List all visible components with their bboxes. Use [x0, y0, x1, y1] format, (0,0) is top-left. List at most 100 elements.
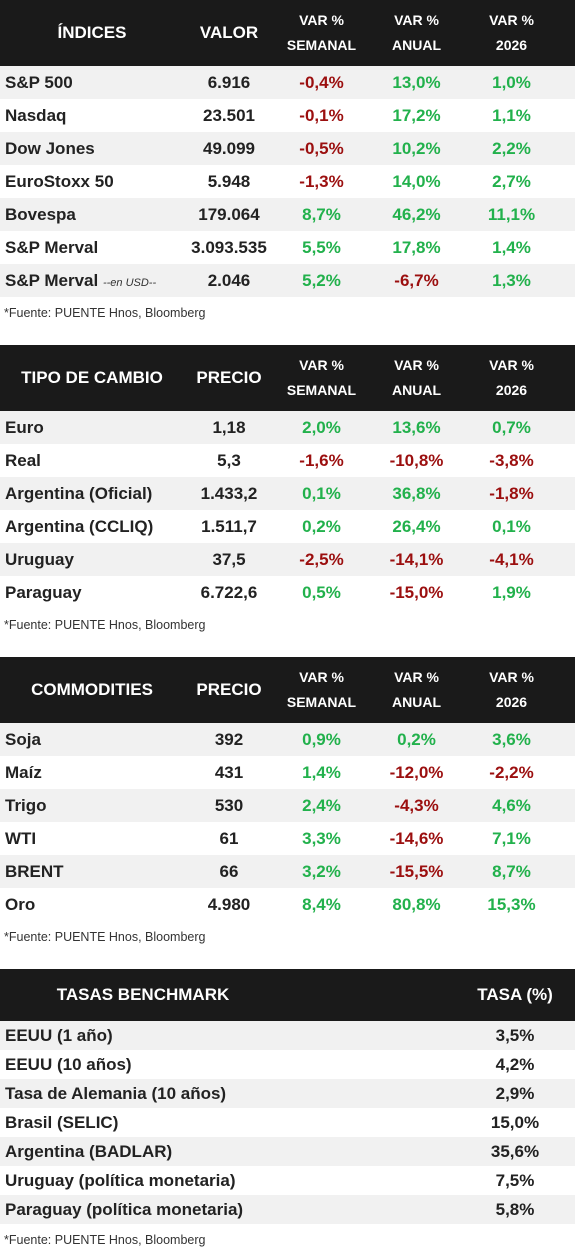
row-weekly: -0,5% [299, 138, 344, 158]
table-row: Uruguay 37,5 -2,5% -14,1% -4,1% [0, 543, 575, 576]
row-value: 23.501 [203, 105, 255, 125]
table-row: Trigo 530 2,4% -4,3% 4,6% [0, 789, 575, 822]
row-value: 1,18 [212, 417, 246, 437]
row-label: WTI [5, 828, 37, 848]
row-weekly: 5,5% [302, 237, 341, 257]
row-value: 5.948 [207, 171, 251, 191]
table-row: Soja 392 0,9% 0,2% 3,6% [0, 723, 575, 756]
row-annual: 0,2% [397, 729, 436, 749]
row-annual: -15,0% [389, 582, 444, 602]
indices-table: ÍNDICES VALOR VAR % SEMANAL VAR % ANUAL VA… [0, 0, 575, 329]
row-value: 4.980 [207, 894, 251, 914]
row-ytd: 7,1% [492, 828, 531, 848]
row-weekly: -2,5% [299, 549, 344, 569]
row-value: 35,6% [490, 1141, 540, 1161]
row-value: 1.433,2 [200, 483, 258, 503]
table-row: S&P Merval --en USD-- 2.046 5,2% -6,7% 1,3% [0, 264, 575, 297]
row-ytd: 8,7% [492, 861, 531, 881]
row-weekly: 2,0% [302, 417, 341, 437]
row-weekly: 5,2% [302, 270, 341, 290]
table-row: Argentina (Oficial) 1.433,2 0,1% 36,8% -1,8% [0, 477, 575, 510]
row-ytd: 1,0% [492, 72, 531, 92]
source-note: *Fuente: PUENTE Hnos, Bloomberg [4, 930, 206, 944]
row-value: 431 [214, 762, 244, 782]
header-annual: VAR % ANUAL [392, 357, 441, 398]
row-ytd: 15,3% [487, 894, 536, 914]
table-row: Argentina (BADLAR) 35,6% [0, 1137, 575, 1166]
row-value: 2,9% [495, 1083, 535, 1103]
header-ytd: VAR % 2026 [489, 669, 534, 710]
row-weekly: 0,1% [302, 483, 341, 503]
header-name: COMMODITIES [31, 680, 153, 699]
row-value: 6.722,6 [200, 582, 258, 602]
row-label: EEUU (1 año) [5, 1025, 113, 1045]
row-weekly: 3,3% [302, 828, 341, 848]
row-label: Tasa de Alemania (10 años) [5, 1083, 227, 1103]
rates-header: TASAS BENCHMARK TASA (%) [0, 969, 575, 1021]
row-ytd: 1,1% [492, 105, 531, 125]
table-row: Dow Jones 49.099 -0,5% 10,2% 2,2% [0, 132, 575, 165]
commodities-header: COMMODITIES PRECIO VAR % SEMANAL VAR % ANU… [0, 657, 575, 723]
table-row: EuroStoxx 50 5.948 -1,3% 14,0% 2,7% [0, 165, 575, 198]
header-value: PRECIO [196, 680, 262, 699]
row-ytd: 0,7% [492, 417, 531, 437]
row-weekly: 8,4% [302, 894, 341, 914]
row-label: Argentina (BADLAR) [5, 1141, 173, 1161]
header-ytd: VAR % 2026 [489, 357, 534, 398]
row-annual: -12,0% [389, 762, 444, 782]
header-value: PRECIO [196, 368, 262, 387]
row-annual: 26,4% [392, 516, 441, 536]
rates-table: TASAS BENCHMARK TASA (%) EEUU (1 año) 3,5… [0, 969, 575, 1256]
row-annual: 10,2% [392, 138, 441, 158]
row-annual: -14,1% [389, 549, 444, 569]
table-row: Uruguay (política monetaria) 7,5% [0, 1166, 575, 1195]
row-label: EuroStoxx 50 [5, 171, 114, 191]
row-label: Real [5, 450, 41, 470]
row-annual: 13,6% [392, 417, 441, 437]
table-row: Maíz 431 1,4% -12,0% -2,2% [0, 756, 575, 789]
row-label: S&P 500 [5, 72, 73, 92]
table-row: Paraguay 6.722,6 0,5% -15,0% 1,9% [0, 576, 575, 609]
row-value: 1.511,7 [201, 516, 257, 536]
row-value: 5,8% [495, 1199, 535, 1219]
row-ytd: -1,8% [489, 483, 534, 503]
row-weekly: 2,4% [302, 795, 341, 815]
row-ytd: 3,6% [492, 729, 531, 749]
row-value: 37,5 [212, 549, 246, 569]
row-value: 66 [219, 861, 239, 881]
row-value: 4,2% [495, 1054, 535, 1074]
row-value: 179.064 [198, 204, 260, 224]
row-label: Argentina (Oficial) [5, 483, 153, 503]
row-annual: 46,2% [392, 204, 441, 224]
row-label: BRENT [5, 861, 64, 881]
row-ytd: 0,1% [492, 516, 531, 536]
fx-header: TIPO DE CAMBIO PRECIO VAR % SEMANAL VAR %… [0, 345, 575, 411]
row-ytd: -4,1% [489, 549, 534, 569]
table-row: S&P Merval 3.093.535 5,5% 17,8% 1,4% [0, 231, 575, 264]
row-weekly: 1,4% [302, 762, 341, 782]
row-label: Uruguay (política monetaria) [5, 1170, 236, 1190]
row-ytd: 2,2% [492, 138, 531, 158]
row-ytd: -2,2% [489, 762, 534, 782]
row-ytd: 1,3% [492, 270, 531, 290]
row-label: Dow Jones [5, 138, 95, 158]
row-value: 3,5% [495, 1025, 535, 1045]
row-label: S&P Merval [5, 237, 99, 257]
row-weekly: -1,3% [299, 171, 344, 191]
row-value: 5,3 [217, 450, 241, 470]
source-note: *Fuente: PUENTE Hnos, Bloomberg [4, 306, 206, 320]
fx-table: TIPO DE CAMBIO PRECIO VAR % SEMANAL VAR %… [0, 345, 575, 641]
row-annual: 36,8% [392, 483, 441, 503]
row-annual: 17,8% [392, 237, 441, 257]
row-annual: 13,0% [392, 72, 441, 92]
row-weekly: -0,4% [299, 72, 344, 92]
table-row: EEUU (10 años) 4,2% [0, 1050, 575, 1079]
row-label: Trigo [5, 795, 47, 815]
header-annual: VAR % ANUAL [392, 669, 441, 710]
row-annual: -6,7% [394, 270, 439, 290]
row-value: 7,5% [495, 1170, 535, 1190]
table-row: Brasil (SELIC) 15,0% [0, 1108, 575, 1137]
table-row: Paraguay (política monetaria) 5,8% [0, 1195, 575, 1224]
row-weekly: -0,1% [299, 105, 344, 125]
table-row: BRENT 66 3,2% -15,5% 8,7% [0, 855, 575, 888]
